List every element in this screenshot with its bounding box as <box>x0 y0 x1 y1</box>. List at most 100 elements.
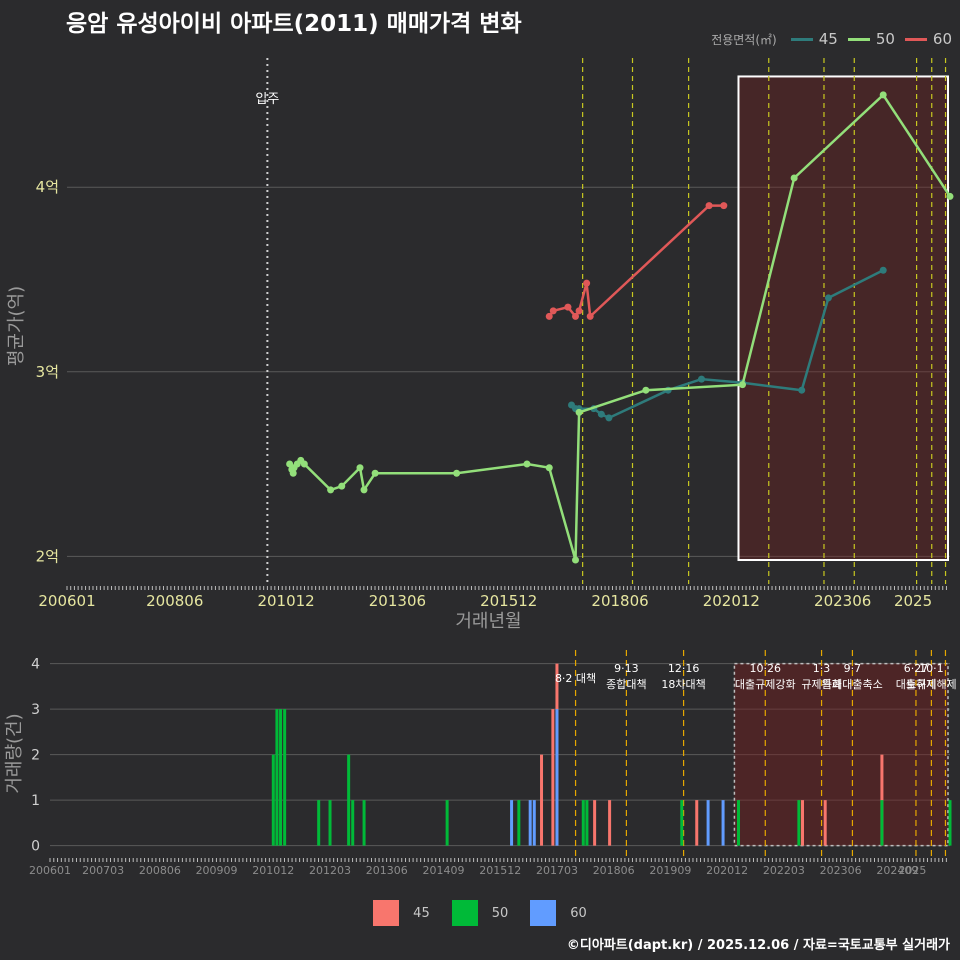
data-point-45 <box>798 386 806 394</box>
y-tick-label: 3억 <box>36 363 59 381</box>
x-tick-label: 201806 <box>591 592 648 610</box>
x-tick-label: 200806 <box>146 592 203 610</box>
volume-x-tick-label: 201909 <box>649 864 691 877</box>
volume-bar-50 <box>445 800 449 846</box>
volume-bar-45 <box>551 709 555 846</box>
volume-y-tick-label: 2 <box>31 748 40 764</box>
data-point-50 <box>790 174 798 182</box>
data-point-50 <box>738 381 746 389</box>
policy-label: 특례대출축소 <box>822 678 883 691</box>
legend-swatch-50 <box>847 37 870 41</box>
volume-bar-50 <box>517 800 521 846</box>
policy-label: 6·27 <box>904 662 929 675</box>
policy-label: 토허제해제 <box>906 677 957 691</box>
x-tick-label: 201012 <box>257 592 314 610</box>
data-point-45 <box>698 375 706 383</box>
volume-bar-60 <box>528 800 532 846</box>
data-point-50 <box>523 460 531 468</box>
legend-label-45: 45 <box>818 30 838 48</box>
x-tick-label: 201512 <box>480 592 537 610</box>
volume-x-tick-label: 201703 <box>536 864 578 877</box>
legend-item-45: 45 <box>790 30 838 48</box>
data-point-50 <box>338 482 346 490</box>
volume-x-tick-label: 202012 <box>706 864 748 877</box>
volume-x-tick-label: 202306 <box>820 864 862 877</box>
data-point-60 <box>586 312 594 320</box>
data-point-45 <box>879 266 887 274</box>
volume-bar-60 <box>555 709 559 846</box>
legend-label-50: 50 <box>875 30 895 48</box>
policy-label: 12·16 <box>668 662 700 675</box>
data-point-50 <box>327 486 335 494</box>
legend-item-60: 60 <box>904 30 952 48</box>
volume-bar-50 <box>317 800 321 846</box>
volume-bar-50 <box>948 800 952 846</box>
chart-title: 응암 유성아이비 아파트(2011) 매매가격 변화 <box>66 11 522 37</box>
volume-legend-item-50: 50 <box>451 900 509 926</box>
volume-x-tick-label: 201306 <box>366 864 408 877</box>
volume-y-tick-label: 0 <box>31 839 40 855</box>
data-point-60 <box>572 312 580 320</box>
data-point-45 <box>824 294 832 302</box>
volume-bar-50 <box>797 800 801 846</box>
data-point-60 <box>564 303 572 311</box>
legend-item-50: 50 <box>847 30 895 48</box>
data-point-50 <box>300 460 308 468</box>
volume-legend-label-50: 50 <box>491 905 509 921</box>
volume-x-tick-label: 201203 <box>309 864 351 877</box>
data-point-50 <box>946 192 954 200</box>
volume-bar-50 <box>328 800 332 846</box>
volume-bar-50 <box>283 709 287 846</box>
policy-label: 9·7 <box>844 662 862 675</box>
volume-y-tick-label: 1 <box>31 793 40 809</box>
volume-bar-45 <box>823 800 827 846</box>
data-point-50 <box>356 464 364 472</box>
volume-bar-60 <box>510 800 514 846</box>
volume-bar-45 <box>540 754 544 846</box>
highlight-region <box>737 75 950 562</box>
volume-legend-label-45: 45 <box>413 905 430 921</box>
data-point-50 <box>572 556 580 564</box>
volume-x-tick-label: 2025 <box>898 864 926 877</box>
volume-bar-45 <box>593 800 597 846</box>
price-chart: 2억 3억 4억 입주 200601 200806 201012 201306 201512 20… <box>6 58 954 632</box>
legend-label-60: 60 <box>932 30 952 48</box>
price-legend: 전용면적(㎡) 45 50 60 <box>711 30 952 48</box>
volume-bar-50 <box>271 754 275 846</box>
volume-legend-item-60: 60 <box>530 900 587 926</box>
legend-title: 전용면적(㎡) <box>711 32 777 47</box>
volume-legend-item-45: 45 <box>373 900 430 926</box>
data-point-50 <box>371 469 379 477</box>
y-tick-label: 2억 <box>36 547 59 565</box>
x-tick-label: 202306 <box>814 592 871 610</box>
policy-label: 9·13 <box>614 662 639 675</box>
policy-label: 대출규제강화 <box>735 678 796 691</box>
y-axis-title: 평균가(억) <box>6 286 27 366</box>
volume-legend-swatch-45 <box>373 900 400 926</box>
policy-label: 8·2 대책 <box>555 672 596 685</box>
data-point-50 <box>879 91 887 99</box>
volume-bar-50 <box>680 800 684 846</box>
data-point-60 <box>575 307 583 315</box>
volume-x-tick-label: 201806 <box>593 864 635 877</box>
volume-x-tick-label: 201409 <box>422 864 464 877</box>
volume-x-tick-label: 200806 <box>139 864 181 877</box>
volume-highlight-region <box>733 662 949 847</box>
data-point-45 <box>597 410 605 418</box>
volume-legend-label-60: 60 <box>570 905 587 921</box>
volume-bar-45 <box>608 800 612 846</box>
data-point-60 <box>549 307 557 315</box>
volume-bar-50 <box>347 754 351 846</box>
policy-label: 18차대책 <box>661 678 705 691</box>
volume-bar-50 <box>279 709 283 846</box>
volume-legend-swatch-60 <box>530 900 557 926</box>
volume-legend-swatch-50 <box>451 900 478 926</box>
volume-x-tick-label: 200601 <box>29 864 71 877</box>
data-point-50 <box>360 486 368 494</box>
policy-label: 규제완화 <box>801 678 841 691</box>
data-point-50 <box>545 464 553 472</box>
volume-y-tick-label: 4 <box>31 657 40 673</box>
policy-label: 10·26 <box>750 662 782 675</box>
volume-y-tick-label: 3 <box>31 702 40 718</box>
volume-x-tick-label: 201512 <box>479 864 521 877</box>
